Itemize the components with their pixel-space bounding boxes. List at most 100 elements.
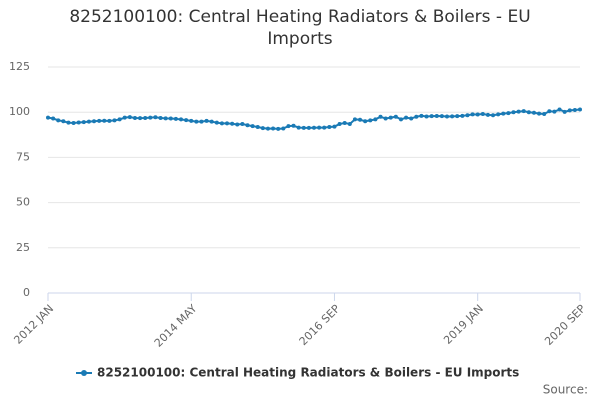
point bbox=[61, 119, 66, 124]
x-tick-label: 2016 SEP bbox=[297, 302, 343, 348]
point bbox=[337, 121, 342, 126]
point bbox=[383, 116, 388, 121]
point bbox=[255, 125, 260, 130]
point bbox=[475, 112, 480, 117]
point bbox=[562, 109, 567, 114]
point bbox=[214, 120, 219, 125]
point bbox=[225, 121, 230, 126]
y-tick-label: 50 bbox=[16, 196, 30, 209]
point bbox=[281, 126, 286, 131]
point bbox=[526, 110, 531, 115]
point bbox=[286, 124, 291, 129]
point bbox=[265, 126, 270, 131]
point bbox=[414, 114, 419, 119]
point bbox=[450, 114, 455, 119]
point bbox=[260, 126, 265, 131]
point bbox=[373, 117, 378, 122]
point bbox=[301, 125, 306, 130]
point bbox=[250, 124, 255, 129]
point bbox=[148, 115, 153, 120]
point bbox=[122, 115, 127, 120]
point bbox=[127, 115, 132, 120]
point bbox=[542, 112, 547, 117]
point bbox=[168, 116, 173, 121]
point bbox=[56, 118, 61, 123]
point bbox=[219, 121, 224, 126]
point bbox=[496, 112, 501, 117]
point bbox=[317, 125, 322, 130]
y-tick-label: 25 bbox=[16, 241, 30, 254]
point bbox=[235, 122, 240, 127]
point bbox=[184, 118, 189, 123]
point bbox=[491, 113, 496, 118]
point bbox=[557, 107, 562, 112]
point bbox=[547, 109, 552, 114]
point bbox=[388, 115, 393, 120]
point bbox=[501, 111, 506, 116]
point bbox=[143, 115, 148, 120]
point bbox=[342, 121, 347, 126]
point bbox=[455, 114, 460, 119]
point bbox=[209, 119, 214, 124]
point bbox=[434, 113, 439, 118]
point bbox=[189, 118, 194, 123]
point bbox=[531, 110, 536, 115]
point bbox=[516, 109, 521, 114]
point bbox=[312, 125, 316, 130]
point bbox=[71, 121, 76, 126]
point bbox=[245, 123, 250, 128]
point bbox=[358, 117, 363, 122]
point bbox=[102, 118, 107, 123]
point bbox=[485, 112, 490, 117]
point bbox=[276, 126, 281, 131]
point bbox=[81, 120, 86, 125]
point bbox=[138, 116, 143, 121]
point bbox=[107, 118, 112, 123]
point bbox=[179, 117, 183, 122]
point bbox=[470, 112, 475, 117]
y-tick-label: 125 bbox=[9, 60, 30, 73]
point bbox=[445, 114, 449, 119]
point bbox=[368, 118, 373, 123]
y-tick-label: 75 bbox=[16, 150, 30, 163]
point bbox=[393, 114, 398, 119]
point bbox=[424, 114, 429, 119]
point bbox=[511, 110, 516, 115]
point bbox=[567, 108, 572, 113]
source: Source: bbox=[543, 383, 588, 397]
point bbox=[97, 118, 102, 123]
point bbox=[398, 117, 403, 122]
point bbox=[204, 118, 209, 123]
point bbox=[352, 117, 357, 122]
point bbox=[506, 111, 511, 116]
point bbox=[429, 114, 434, 119]
point bbox=[322, 125, 327, 130]
point bbox=[76, 120, 81, 125]
y-tick-label: 0 bbox=[23, 286, 30, 299]
point bbox=[347, 121, 352, 126]
point bbox=[132, 115, 137, 120]
point bbox=[327, 125, 332, 130]
point bbox=[460, 113, 465, 118]
point bbox=[117, 117, 122, 122]
point bbox=[291, 123, 296, 128]
point bbox=[271, 126, 276, 131]
point bbox=[363, 119, 368, 124]
point bbox=[194, 119, 199, 124]
x-tick-label: 2020 SEP bbox=[542, 302, 588, 348]
legend-symbol bbox=[81, 370, 87, 376]
point bbox=[230, 121, 235, 126]
point bbox=[537, 111, 542, 116]
point bbox=[163, 116, 168, 121]
x-tick-label: 2012 JAN bbox=[11, 302, 56, 347]
point bbox=[199, 119, 204, 124]
point bbox=[86, 119, 91, 124]
x-tick-label: 2019 JAN bbox=[441, 302, 486, 347]
x-tick-label: 2014 MAY bbox=[152, 302, 200, 350]
point bbox=[465, 113, 470, 118]
point bbox=[409, 116, 414, 121]
point bbox=[439, 114, 444, 119]
point bbox=[51, 116, 56, 121]
